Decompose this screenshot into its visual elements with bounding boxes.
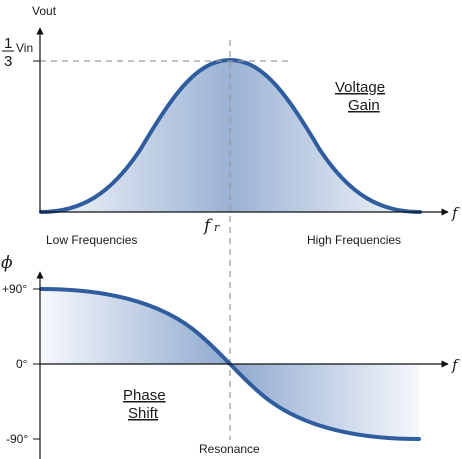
minus90-label: -90° [6, 432, 28, 446]
zero-label: 0° [16, 357, 28, 371]
phase-fill-positive [41, 289, 230, 364]
fraction-denominator: 3 [4, 53, 12, 70]
phase-shift-label-line2: Shift [128, 405, 159, 422]
gain-fill [41, 60, 420, 212]
freq-symbol-top: f [451, 204, 460, 222]
plus90-label: +90° [2, 282, 27, 296]
phase-fill-negative [230, 364, 419, 439]
phi-label: ϕ [1, 253, 13, 273]
fr-label: f [202, 216, 213, 236]
resonance-label: Resonance [199, 442, 260, 456]
vout-label: Vout [32, 4, 57, 18]
voltage-gain-label-line2: Gain [348, 97, 380, 114]
high-frequencies-label: High Frequencies [307, 233, 401, 247]
phase-shift-label-line1: Phase [123, 387, 166, 404]
fr-subscript: r [214, 221, 220, 234]
voltage-gain-label-line1: Voltage [335, 79, 385, 96]
vin-label: Vin [16, 41, 33, 55]
fraction-numerator: 1 [4, 35, 12, 52]
low-frequencies-label: Low Frequencies [46, 233, 137, 247]
gain-curve [39, 57, 422, 214]
freq-symbol-bottom: f [451, 356, 460, 374]
